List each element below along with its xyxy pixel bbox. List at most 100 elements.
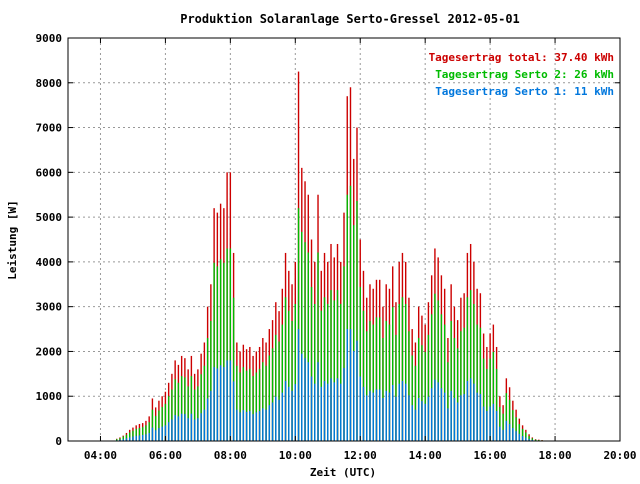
bar-serto1 [522, 436, 523, 441]
bar-serto1 [350, 329, 351, 441]
bar-serto1 [304, 358, 305, 441]
y-tick-label: 2000 [36, 345, 63, 358]
x-axis-label: Zeit (UTC) [310, 466, 376, 479]
bar-serto1 [334, 382, 335, 441]
bar-serto1 [519, 434, 520, 441]
bar-serto1 [483, 407, 484, 441]
y-tick-label: 9000 [36, 32, 63, 45]
bar-serto1 [161, 427, 162, 441]
bar-serto1 [447, 408, 448, 441]
bar-serto1 [454, 398, 455, 441]
bar-serto1 [389, 393, 390, 441]
bar-serto1 [311, 377, 312, 441]
bar-serto1 [129, 437, 130, 441]
bar-serto1 [197, 418, 198, 441]
bar-serto1 [191, 414, 192, 441]
bar-serto1 [450, 391, 451, 441]
bar-serto1 [295, 384, 296, 441]
bar-serto1 [441, 388, 442, 441]
bar-serto1 [421, 401, 422, 441]
bar-serto1 [411, 405, 412, 441]
bar-serto1 [363, 387, 364, 441]
bar-serto1 [356, 341, 357, 441]
y-tick-label: 1000 [36, 390, 63, 403]
bar-serto1 [379, 390, 380, 441]
bar-serto1 [321, 387, 322, 441]
bar-serto1 [181, 414, 182, 441]
legend-entry: Tagesertrag total: 37.40 kWh [429, 51, 614, 64]
bar-serto1 [395, 397, 396, 441]
bar-serto1 [460, 395, 461, 441]
y-tick-label: 8000 [36, 77, 63, 90]
bar-serto1 [506, 421, 507, 441]
bar-serto1 [272, 402, 273, 441]
bar-serto1 [386, 391, 387, 441]
bar-serto1 [418, 398, 419, 441]
y-tick-label: 3000 [36, 301, 63, 314]
bar-serto1 [207, 398, 208, 441]
y-tick-label: 4000 [36, 256, 63, 269]
y-axis-label: Leistung [W] [6, 200, 19, 279]
y-tick-label: 6000 [36, 166, 63, 179]
bar-serto1 [330, 378, 331, 441]
bar-serto1 [249, 411, 250, 441]
chart-title: Produktion Solaranlage Serto-Gressel 201… [180, 12, 520, 26]
bar-serto1 [376, 390, 377, 441]
bar-serto1 [139, 435, 140, 441]
bar-serto1 [444, 393, 445, 441]
bar-serto1 [431, 388, 432, 441]
bar-serto1 [437, 382, 438, 441]
bar-serto1 [509, 424, 510, 441]
bar-serto1 [174, 415, 175, 441]
bar-serto1 [499, 427, 500, 441]
bar-serto1 [152, 428, 153, 441]
bar-serto1 [424, 404, 425, 441]
bar-serto1 [265, 410, 266, 441]
bar-serto1 [340, 384, 341, 441]
bar-serto1 [291, 391, 292, 441]
bar-serto1 [382, 398, 383, 441]
bar-serto1 [366, 395, 367, 441]
bar-serto1 [480, 394, 481, 441]
bar-serto1 [463, 394, 464, 441]
bar-serto1 [210, 391, 211, 441]
bar-serto1 [259, 411, 260, 441]
bar-serto1 [502, 430, 503, 441]
bar-serto1 [470, 378, 471, 441]
bar-serto1 [233, 381, 234, 441]
legend-entry: Tagesertrag Serto 2: 26 kWh [435, 68, 614, 81]
x-tick-label: 04:00 [84, 449, 117, 462]
bar-serto1 [288, 387, 289, 441]
bar-serto1 [353, 351, 354, 441]
bar-serto1 [187, 418, 188, 441]
bar-serto1 [373, 393, 374, 441]
bar-serto1 [347, 329, 348, 441]
y-tick-label: 5000 [36, 211, 63, 224]
bar-serto1 [399, 384, 400, 441]
bar-serto1 [337, 378, 338, 441]
bar-serto1 [230, 360, 231, 441]
x-tick-label: 12:00 [344, 449, 377, 462]
bar-serto1 [285, 381, 286, 441]
bar-serto1 [226, 360, 227, 441]
bar-serto1 [236, 410, 237, 441]
bar-serto1 [243, 410, 244, 441]
bar-serto1 [415, 410, 416, 441]
bar-serto1 [496, 411, 497, 441]
x-tick-label: 16:00 [474, 449, 507, 462]
bar-serto1 [145, 434, 146, 441]
bar-serto1 [269, 405, 270, 441]
legend: Tagesertrag total: 37.40 kWh Tagesertrag … [429, 51, 614, 98]
x-tick-label: 18:00 [538, 449, 571, 462]
bar-serto1 [525, 437, 526, 441]
bar-serto1 [171, 420, 172, 441]
bar-serto1 [168, 422, 169, 441]
bar-serto1 [178, 416, 179, 441]
bar-serto1 [200, 413, 201, 441]
bar-serto1 [275, 397, 276, 441]
bar-serto1 [252, 414, 253, 441]
x-tick-label: 08:00 [214, 449, 247, 462]
bar-serto1 [467, 381, 468, 441]
bar-serto1 [476, 393, 477, 441]
